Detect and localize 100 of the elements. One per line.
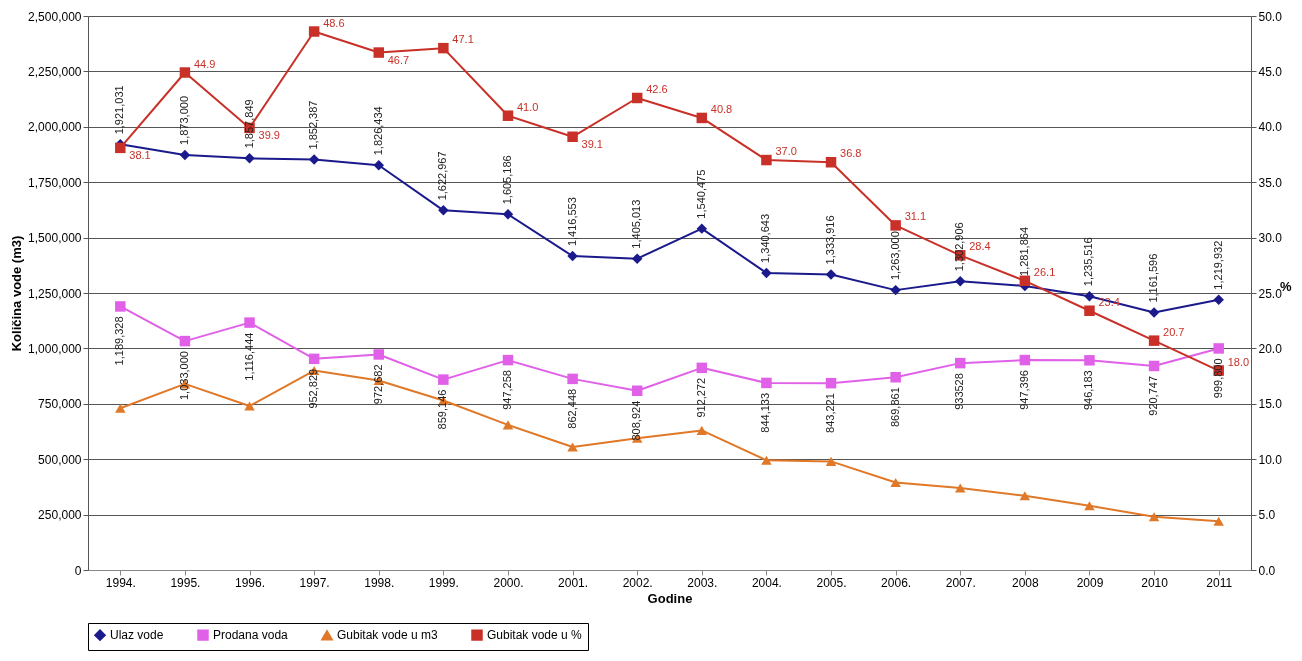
y-tick-label: 0 xyxy=(74,563,82,578)
data-label: 859,146 xyxy=(436,389,449,430)
point xyxy=(1084,355,1095,366)
data-label: 1,826,434 xyxy=(371,106,384,156)
data-label: 1,235,516 xyxy=(1082,237,1095,287)
legend-label: Ulaz vode xyxy=(110,628,164,643)
point xyxy=(955,276,966,287)
x-tick-label: 2003. xyxy=(687,575,718,590)
x-tick-label: 2004. xyxy=(751,575,782,590)
data-label: 1,921,031 xyxy=(113,85,126,135)
data-label: 38.1 xyxy=(129,148,151,161)
data-label: 844,133 xyxy=(759,392,772,433)
data-label: 869,861 xyxy=(888,387,901,427)
y-tick-label: 2,250,000 xyxy=(28,64,82,79)
point xyxy=(825,456,837,466)
data-label: 37.0 xyxy=(775,145,797,158)
data-label: 1,416,553 xyxy=(565,197,578,247)
data-label: 44.9 xyxy=(193,57,216,70)
x-tick-label: 2005. xyxy=(816,575,847,590)
point xyxy=(696,223,708,234)
point xyxy=(761,267,772,279)
point xyxy=(115,301,126,312)
y2-tick-label: 50.0 xyxy=(1258,9,1283,24)
point xyxy=(179,335,191,347)
point xyxy=(115,403,126,413)
point xyxy=(631,385,643,396)
data-label: 808,924 xyxy=(630,400,643,441)
point xyxy=(567,373,578,385)
data-label: 952,829 xyxy=(307,368,320,409)
point xyxy=(1084,305,1095,316)
y2-tick-label: 35.0 xyxy=(1258,175,1283,190)
y2-tick-label: 10.0 xyxy=(1258,452,1283,467)
point xyxy=(890,284,901,296)
point xyxy=(696,362,708,374)
data-label: 1,302,906 xyxy=(953,222,966,272)
x-tick-label: 2006. xyxy=(881,575,912,590)
data-label: 862,448 xyxy=(565,388,578,429)
y-tick-label: 2,000,000 xyxy=(28,120,82,135)
point xyxy=(631,253,643,264)
data-label: 1,189,328 xyxy=(113,316,126,366)
data-label: 20.7 xyxy=(1163,325,1185,338)
point xyxy=(1148,335,1160,346)
point xyxy=(890,477,901,488)
x-tick-label: 1998. xyxy=(364,575,395,590)
point xyxy=(1084,501,1095,511)
data-label: 36.8 xyxy=(840,147,862,160)
data-label: 1,405,013 xyxy=(630,199,643,249)
x-axis-title: Godine xyxy=(647,590,693,606)
legend-label: Gubitak vode u m3 xyxy=(337,628,439,643)
y2-tick-label: 45.0 xyxy=(1258,64,1283,79)
point xyxy=(1213,294,1224,305)
point xyxy=(373,349,384,360)
point xyxy=(179,149,191,161)
point xyxy=(1148,360,1160,372)
data-label: 947,396 xyxy=(1017,370,1030,410)
point xyxy=(1019,354,1031,366)
data-label: 26.1 xyxy=(1033,265,1056,278)
data-label: 947,258 xyxy=(500,370,513,410)
point xyxy=(825,377,837,389)
x-tick-label: 1999. xyxy=(428,575,459,590)
y-tick-label: 750,000 xyxy=(38,397,82,412)
data-label: 1,852,387 xyxy=(307,100,320,150)
point xyxy=(567,250,578,262)
y-tick-label: 1,750,000 xyxy=(28,175,82,190)
point xyxy=(179,67,191,78)
point xyxy=(502,420,514,430)
data-label: 46.7 xyxy=(387,53,410,66)
y-tick-label: 2,500,000 xyxy=(28,9,82,24)
point xyxy=(1148,512,1160,522)
y2-tick-label: 15.0 xyxy=(1258,397,1283,412)
point xyxy=(502,209,514,220)
point xyxy=(890,371,901,383)
data-label: 999,800 xyxy=(1211,358,1224,399)
point xyxy=(438,205,449,216)
data-label: 1,857,849 xyxy=(242,99,255,149)
y-tick-label: 1,000,000 xyxy=(28,341,82,356)
data-label: 42.6 xyxy=(646,82,668,95)
point xyxy=(244,153,255,164)
point xyxy=(631,92,643,104)
point xyxy=(825,269,837,280)
point xyxy=(761,377,772,389)
x-tick-label: 2010 xyxy=(1141,575,1169,590)
point xyxy=(825,157,837,168)
point xyxy=(955,357,966,369)
x-tick-label: 2011 xyxy=(1206,575,1233,590)
point xyxy=(1084,290,1095,302)
y2-tick-label: 40.0 xyxy=(1258,120,1283,135)
data-label: 48.6 xyxy=(323,16,345,29)
x-tick-label: 1994. xyxy=(105,575,136,590)
data-label: 1,622,967 xyxy=(436,151,449,201)
point xyxy=(244,401,255,411)
data-label: 843,221 xyxy=(824,393,837,433)
point xyxy=(567,131,578,143)
x-tick-label: 1997. xyxy=(299,575,330,590)
point xyxy=(761,455,772,465)
point xyxy=(502,110,514,121)
data-label: 1,263,000 xyxy=(888,231,901,281)
point xyxy=(438,374,449,385)
data-label: 1,340,643 xyxy=(759,213,772,263)
y-tick-label: 1,500,000 xyxy=(28,231,82,246)
